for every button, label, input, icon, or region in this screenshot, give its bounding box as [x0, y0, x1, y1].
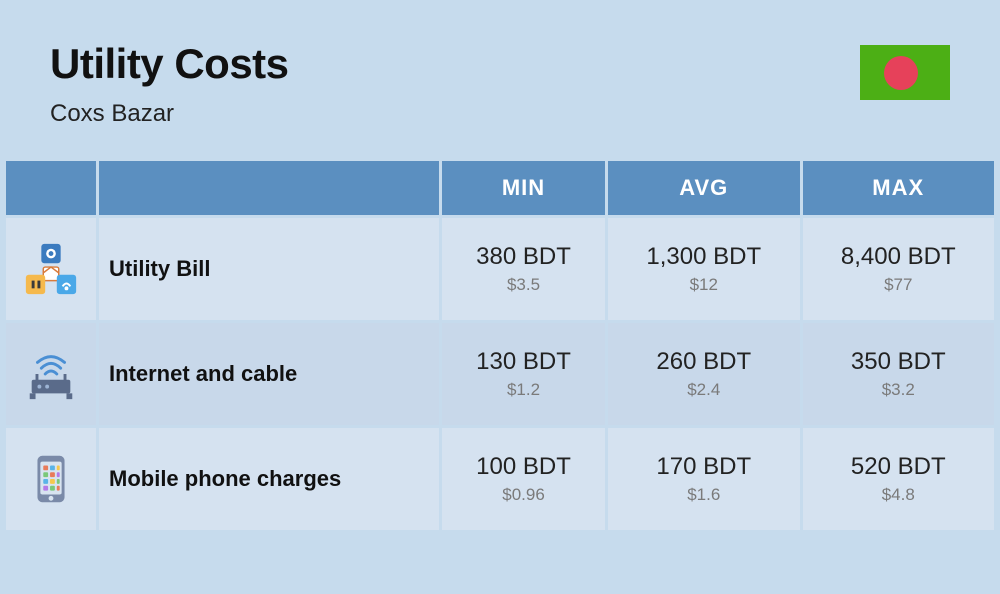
- icon-cell: [6, 428, 96, 530]
- val-primary: 520 BDT: [813, 453, 985, 481]
- cell-max: 8,400 BDT $77: [803, 218, 995, 320]
- val-secondary: $12: [618, 275, 789, 295]
- phone-icon: [22, 450, 80, 508]
- val-primary: 380 BDT: [452, 243, 595, 271]
- val-secondary: $2.4: [618, 380, 789, 400]
- router-icon: [22, 345, 80, 403]
- col-avg: AVG: [608, 161, 799, 215]
- costs-table: MIN AVG MAX U: [0, 158, 1000, 533]
- val-secondary: $3.5: [452, 275, 595, 295]
- header: Utility Costs Coxs Bazar: [0, 0, 1000, 158]
- col-min: MIN: [442, 161, 605, 215]
- cell-max: 520 BDT $4.8: [803, 428, 995, 530]
- val-secondary: $0.96: [452, 485, 595, 505]
- cell-max: 350 BDT $3.2: [803, 323, 995, 425]
- cell-min: 380 BDT $3.5: [442, 218, 605, 320]
- val-secondary: $4.8: [813, 485, 985, 505]
- cell-avg: 1,300 BDT $12: [608, 218, 799, 320]
- page-title: Utility Costs: [50, 40, 950, 88]
- val-primary: 170 BDT: [618, 453, 789, 481]
- val-primary: 100 BDT: [452, 453, 595, 481]
- val-primary: 350 BDT: [813, 348, 985, 376]
- val-primary: 1,300 BDT: [618, 243, 789, 271]
- val-secondary: $1.2: [452, 380, 595, 400]
- icon-cell: [6, 218, 96, 320]
- cell-min: 130 BDT $1.2: [442, 323, 605, 425]
- col-icon: [6, 161, 96, 215]
- row-label: Mobile phone charges: [99, 428, 439, 530]
- val-primary: 130 BDT: [452, 348, 595, 376]
- icon-cell: [6, 323, 96, 425]
- cell-avg: 170 BDT $1.6: [608, 428, 799, 530]
- cell-min: 100 BDT $0.96: [442, 428, 605, 530]
- flag-circle: [884, 56, 918, 90]
- val-primary: 260 BDT: [618, 348, 789, 376]
- cell-avg: 260 BDT $2.4: [608, 323, 799, 425]
- val-secondary: $3.2: [813, 380, 985, 400]
- val-secondary: $77: [813, 275, 985, 295]
- page-subtitle: Coxs Bazar: [50, 100, 950, 128]
- val-primary: 8,400 BDT: [813, 243, 985, 271]
- table-row: Internet and cable 130 BDT $1.2 260 BDT …: [6, 323, 994, 425]
- table-row: Utility Bill 380 BDT $3.5 1,300 BDT $12 …: [6, 218, 994, 320]
- flag-bangladesh: [860, 45, 950, 100]
- val-secondary: $1.6: [618, 485, 789, 505]
- row-label: Internet and cable: [99, 323, 439, 425]
- row-label: Utility Bill: [99, 218, 439, 320]
- col-max: MAX: [803, 161, 995, 215]
- col-label: [99, 161, 439, 215]
- utility-icon: [22, 240, 80, 298]
- table-row: Mobile phone charges 100 BDT $0.96 170 B…: [6, 428, 994, 530]
